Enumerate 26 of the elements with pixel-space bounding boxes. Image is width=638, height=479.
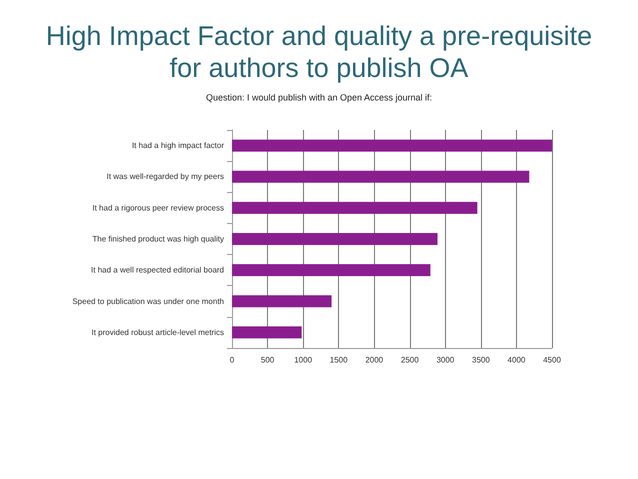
y-tick-label: It had a well respected editorial board bbox=[91, 266, 224, 275]
bar bbox=[232, 140, 552, 152]
y-tick-label: It had a high impact factor bbox=[132, 141, 224, 150]
bar bbox=[232, 295, 332, 308]
chart-subtitle: Question: I would publish with an Open Access journal if: bbox=[206, 92, 432, 102]
y-tick-label: It was well-regarded by my peers bbox=[106, 172, 224, 182]
x-tick-label: 500 bbox=[260, 356, 275, 364]
bar bbox=[232, 264, 430, 276]
x-tick-label: 0 bbox=[230, 356, 235, 364]
x-tick-label: 2500 bbox=[400, 356, 420, 364]
bar bbox=[232, 233, 438, 245]
y-tick-label: It provided robust article-level metrics bbox=[92, 328, 224, 337]
y-tick-label: It had a rigorous peer review process bbox=[92, 203, 224, 212]
x-tick-label: 4000 bbox=[508, 356, 526, 364]
x-tick-label: 4500 bbox=[543, 356, 562, 364]
x-tick-label: 3500 bbox=[472, 356, 490, 364]
x-tick-label: 1500 bbox=[330, 356, 348, 364]
bar bbox=[232, 326, 302, 338]
bar bbox=[232, 170, 530, 183]
chart-title: High Impact Factor and quality a pre-requisite for authors to publish OA bbox=[44, 20, 594, 84]
y-tick-label: Speed to publication was under one month bbox=[72, 296, 224, 306]
bar bbox=[232, 202, 478, 214]
y-tick-label: The finished product was high quality bbox=[92, 234, 224, 244]
x-tick-label: 3000 bbox=[436, 356, 455, 364]
x-tick-label: 1000 bbox=[294, 356, 313, 364]
x-tick-label: 2000 bbox=[365, 356, 384, 364]
